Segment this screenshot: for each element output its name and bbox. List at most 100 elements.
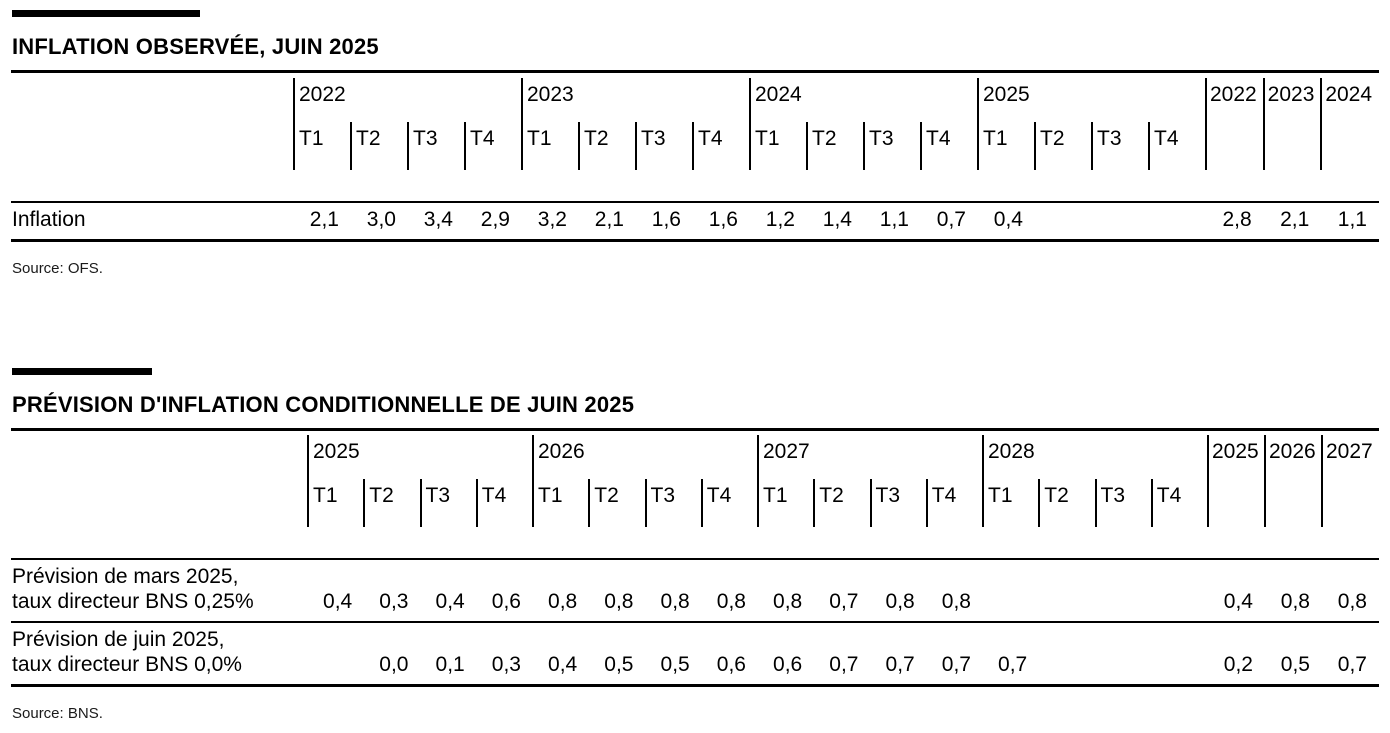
quarterly-value-cell: 0,5 <box>645 621 702 687</box>
row-label-line: taux directeur BNS 0,25% <box>12 590 254 613</box>
quarter-cell: T3 <box>863 121 921 170</box>
quarterly-value-cell: 1,2 <box>750 200 807 242</box>
row-label-line: Prévision de mars 2025, <box>12 565 239 588</box>
quarterly-value-cell: 0,8 <box>926 558 983 622</box>
quarter-cell: T2 <box>578 121 636 170</box>
year-cell: 2025 <box>977 77 1206 122</box>
quarter-cell: T2 <box>588 479 646 527</box>
quarter-cell: T2 <box>363 479 421 527</box>
quarter-cell: T1 <box>531 479 590 527</box>
year-header-row: 2025 2026 2027 2028 2025 2026 2027 <box>11 435 1379 527</box>
header-label-spacer <box>11 479 308 527</box>
quarter-cell: T4 <box>1148 121 1206 170</box>
quarterly-value-cell <box>1151 558 1208 622</box>
year-cell: 2025 <box>307 435 533 479</box>
annual-year-cell: 2027 <box>1321 435 1379 527</box>
annual-value-cell: 0,8 <box>1265 558 1322 622</box>
row-label: Prévision de mars 2025, taux directeur BN… <box>11 558 308 622</box>
quarterly-value-cell: 0,8 <box>589 558 646 622</box>
annual-value-cell: 2,8 <box>1206 200 1264 242</box>
quarter-cell: T3 <box>644 479 702 527</box>
quarter-header-row: T1 T2 T3 T4 T1 T2 T3 T4 T1 T2 T3 T4 T1 T2 T3 T4 <box>11 121 1379 170</box>
year-cell: 2022 <box>293 77 522 122</box>
quarter-cell: T3 <box>1091 121 1149 170</box>
quarter-cell: T4 <box>925 479 983 527</box>
quarterly-value-cell: 2,1 <box>579 200 636 242</box>
annual-value-cell: 0,5 <box>1265 621 1322 687</box>
quarterly-value-cell: 0,8 <box>758 558 815 622</box>
data-row: Inflation 2,1 3,0 3,4 2,9 3,2 2,1 1,6 1,6 1,2 1,4 1… <box>11 200 1379 242</box>
year-cell: 2028 <box>982 435 1208 479</box>
quarterly-value-cell <box>983 558 1040 622</box>
quarterly-value-cell <box>1149 200 1206 242</box>
quarter-cell: T4 <box>700 479 758 527</box>
quarterly-value-cell: 0,4 <box>308 558 365 622</box>
title-accent-bar <box>12 367 152 375</box>
quarterly-value-cell: 0,6 <box>758 621 815 687</box>
quarterly-value-cell <box>1095 558 1152 622</box>
quarterly-value-cell: 1,6 <box>636 200 693 242</box>
annual-value-cell: 2,1 <box>1263 200 1322 242</box>
quarterly-value-cell: 0,0 <box>364 621 421 687</box>
year-cell: 2023 <box>521 77 750 122</box>
quarterly-value-cell <box>1092 200 1149 242</box>
quarterly-value-cell: 3,0 <box>351 200 408 242</box>
quarterly-value-cell <box>1039 558 1096 622</box>
quarter-cell: T1 <box>749 121 807 170</box>
quarterly-value-cell: 0,5 <box>589 621 646 687</box>
annual-year-cell: 2024 <box>1320 77 1379 170</box>
header-spacer-row <box>11 170 1379 202</box>
quarterly-value-cell <box>1151 621 1208 687</box>
quarter-cell: T3 <box>419 479 477 527</box>
observed-inflation-section: INFLATION OBSERVÉE, JUIN 2025 2022 2023 20… <box>11 10 1379 277</box>
quarterly-value-cell: 0,7 <box>814 558 871 622</box>
quarter-cell: T2 <box>1034 121 1092 170</box>
annual-year-cell: 2023 <box>1262 77 1322 170</box>
quarterly-value-cell: 3,2 <box>522 200 579 242</box>
quarter-cell: T2 <box>806 121 864 170</box>
quarter-cell: T3 <box>635 121 693 170</box>
quarter-cell: T3 <box>1094 479 1152 527</box>
row-label: Prévision de juin 2025, taux directeur BN… <box>11 621 308 687</box>
quarterly-value-cell: 0,6 <box>476 558 533 622</box>
quarterly-value-cell: 0,3 <box>476 621 533 687</box>
quarter-cell: T1 <box>521 121 579 170</box>
header-label-spacer <box>11 122 294 170</box>
row-label-line: Prévision de juin 2025, <box>12 628 225 651</box>
annual-value-cell: 1,1 <box>1321 200 1379 242</box>
quarterly-value-cell: 0,3 <box>364 558 421 622</box>
quarterly-value-cell: 0,8 <box>701 558 758 622</box>
year-header-row: 2022 2023 2024 2025 2022 2023 2024 <box>11 77 1379 170</box>
quarterly-value-cell: 0,8 <box>870 558 927 622</box>
quarterly-value-cell: 1,4 <box>807 200 864 242</box>
annual-year-cell: 2022 <box>1205 77 1264 170</box>
quarter-cell: T4 <box>475 479 533 527</box>
quarter-cell: T1 <box>981 479 1040 527</box>
year-cell: 2024 <box>749 77 978 122</box>
year-cell: 2027 <box>757 435 983 479</box>
section-title: INFLATION OBSERVÉE, JUIN 2025 <box>12 34 379 59</box>
quarterly-value-cell: 0,8 <box>533 558 590 622</box>
quarterly-value-cell: 0,7 <box>814 621 871 687</box>
quarterly-value-cell: 3,4 <box>408 200 465 242</box>
quarterly-value-cell <box>1039 621 1096 687</box>
header-spacer-row <box>11 527 1379 559</box>
quarterly-value-cell: 0,7 <box>921 200 978 242</box>
annual-value-cell: 0,7 <box>1322 621 1379 687</box>
title-accent-bar <box>12 10 200 17</box>
quarter-cell: T4 <box>464 121 522 170</box>
annual-value-cell: 0,4 <box>1208 558 1265 622</box>
quarterly-value-cell: 0,7 <box>983 621 1040 687</box>
quarter-cell: T2 <box>813 479 871 527</box>
annual-year-cell: 2025 <box>1207 435 1265 527</box>
header-label-spacer <box>11 78 294 122</box>
quarterly-value-cell: 1,1 <box>864 200 921 242</box>
quarterly-value-cell: 0,8 <box>645 558 702 622</box>
quarterly-value-cell: 0,7 <box>926 621 983 687</box>
quarter-cell: T2 <box>350 121 408 170</box>
quarterly-value-cell <box>1095 621 1152 687</box>
quarter-header-row: T1 T2 T3 T4 T1 T2 T3 T4 T1 T2 T3 T4 T1 T2 T3 T4 <box>11 479 1379 527</box>
quarter-cell: T1 <box>756 479 815 527</box>
quarter-cell: T1 <box>977 121 1035 170</box>
header-label-spacer <box>11 435 308 479</box>
